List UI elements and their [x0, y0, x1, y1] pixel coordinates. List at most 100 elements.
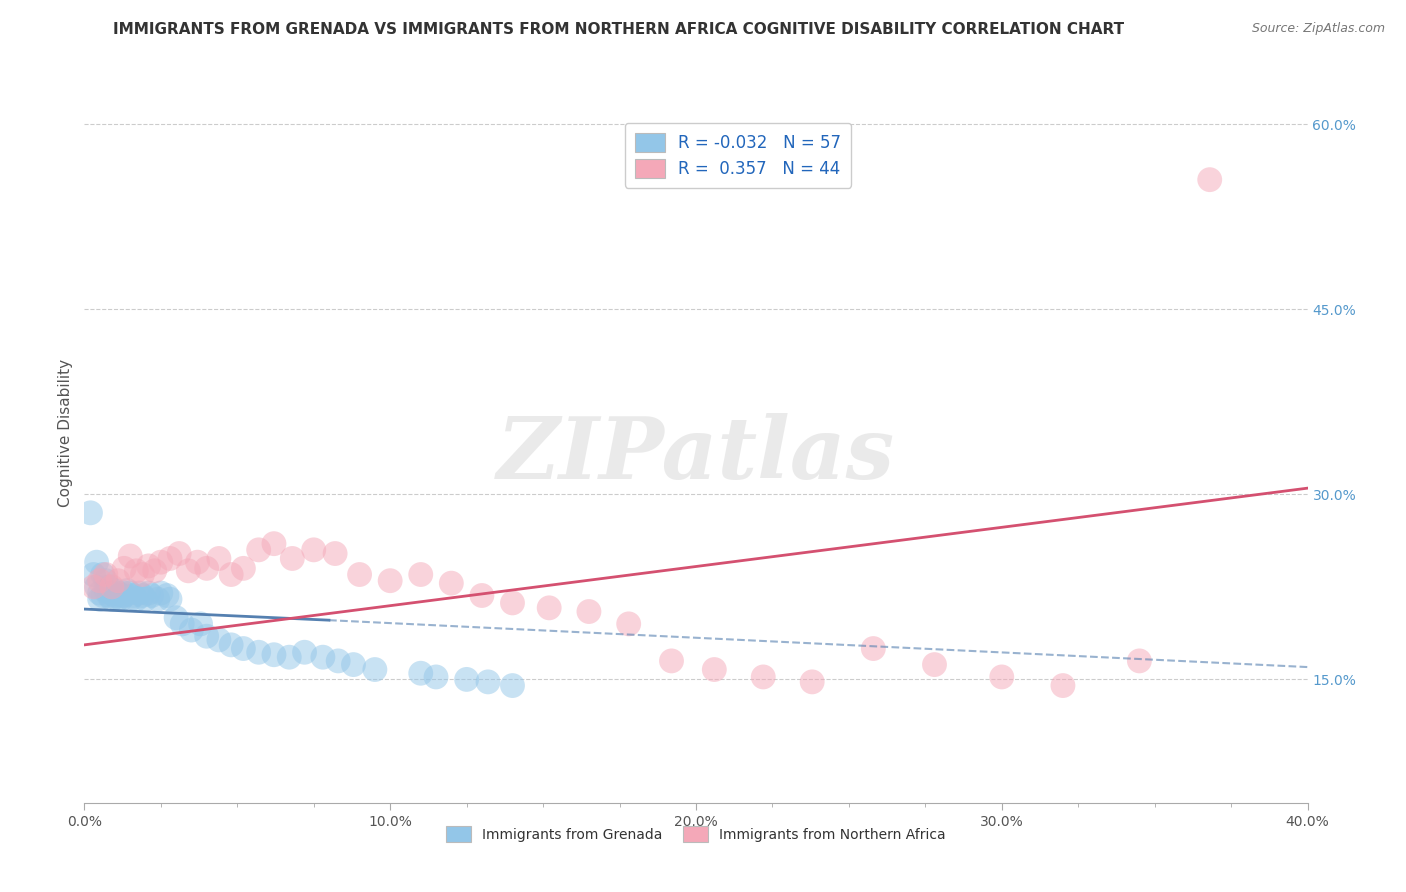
Point: [456, 673, 478, 687]
Point: [141, 589, 163, 603]
Point: [128, 586, 150, 600]
Point: [578, 605, 600, 619]
Point: [149, 555, 172, 569]
Point: [380, 574, 402, 588]
Point: [661, 654, 683, 668]
Point: [79, 506, 101, 520]
Point: [107, 592, 129, 607]
Point: [101, 592, 124, 607]
Point: [89, 574, 111, 588]
Point: [195, 561, 218, 575]
Point: [177, 564, 200, 578]
Point: [125, 592, 148, 607]
Point: [302, 542, 325, 557]
Point: [502, 596, 524, 610]
Point: [328, 654, 350, 668]
Point: [409, 567, 432, 582]
Point: [294, 645, 316, 659]
Point: [342, 657, 364, 672]
Point: [409, 666, 432, 681]
Point: [125, 564, 148, 578]
Point: [425, 670, 447, 684]
Point: [94, 583, 117, 598]
Point: [703, 663, 725, 677]
Point: [247, 645, 270, 659]
Point: [101, 580, 124, 594]
Point: [89, 592, 111, 607]
Point: [94, 567, 117, 582]
Point: [208, 632, 231, 647]
Point: [135, 592, 157, 607]
Point: [107, 586, 129, 600]
Point: [91, 589, 114, 603]
Point: [364, 663, 387, 677]
Point: [502, 679, 524, 693]
Text: IMMIGRANTS FROM GRENADA VS IMMIGRANTS FROM NORTHERN AFRICA COGNITIVE DISABILITY : IMMIGRANTS FROM GRENADA VS IMMIGRANTS FR…: [112, 22, 1125, 37]
Point: [190, 616, 212, 631]
Point: [323, 547, 346, 561]
Point: [538, 600, 561, 615]
Point: [278, 650, 301, 665]
Point: [138, 558, 160, 573]
Point: [263, 536, 285, 550]
Point: [110, 592, 132, 607]
Point: [138, 586, 160, 600]
Point: [122, 589, 145, 603]
Point: [263, 648, 285, 662]
Point: [83, 580, 105, 594]
Point: [112, 586, 135, 600]
Point: [617, 616, 640, 631]
Point: [477, 674, 499, 689]
Point: [195, 629, 218, 643]
Point: [131, 567, 153, 582]
Point: [107, 574, 129, 588]
Point: [1128, 654, 1150, 668]
Point: [924, 657, 946, 672]
Point: [149, 586, 172, 600]
Point: [86, 555, 108, 569]
Point: [1198, 172, 1220, 186]
Point: [219, 567, 242, 582]
Point: [172, 616, 194, 631]
Point: [180, 623, 202, 637]
Point: [159, 592, 181, 607]
Point: [159, 551, 181, 566]
Point: [120, 549, 142, 563]
Point: [349, 567, 371, 582]
Point: [89, 586, 111, 600]
Y-axis label: Cognitive Disability: Cognitive Disability: [58, 359, 73, 507]
Point: [471, 589, 494, 603]
Point: [143, 564, 166, 578]
Point: [232, 641, 254, 656]
Point: [991, 670, 1014, 684]
Point: [247, 542, 270, 557]
Point: [208, 551, 231, 566]
Point: [112, 561, 135, 575]
Point: [801, 674, 824, 689]
Point: [186, 555, 208, 569]
Point: [131, 589, 153, 603]
Point: [219, 638, 242, 652]
Legend: Immigrants from Grenada, Immigrants from Northern Africa: Immigrants from Grenada, Immigrants from…: [440, 821, 952, 847]
Point: [91, 567, 114, 582]
Text: Source: ZipAtlas.com: Source: ZipAtlas.com: [1251, 22, 1385, 36]
Point: [104, 589, 127, 603]
Point: [312, 650, 335, 665]
Point: [440, 576, 463, 591]
Point: [83, 567, 105, 582]
Point: [110, 589, 132, 603]
Point: [104, 583, 127, 598]
Point: [146, 592, 169, 607]
Point: [1052, 679, 1074, 693]
Point: [97, 580, 120, 594]
Point: [281, 551, 304, 566]
Point: [97, 589, 120, 603]
Point: [165, 610, 187, 624]
Point: [112, 589, 135, 603]
Point: [120, 592, 142, 607]
Point: [752, 670, 775, 684]
Point: [167, 547, 190, 561]
Point: [862, 641, 884, 656]
Point: [156, 589, 179, 603]
Point: [86, 580, 108, 594]
